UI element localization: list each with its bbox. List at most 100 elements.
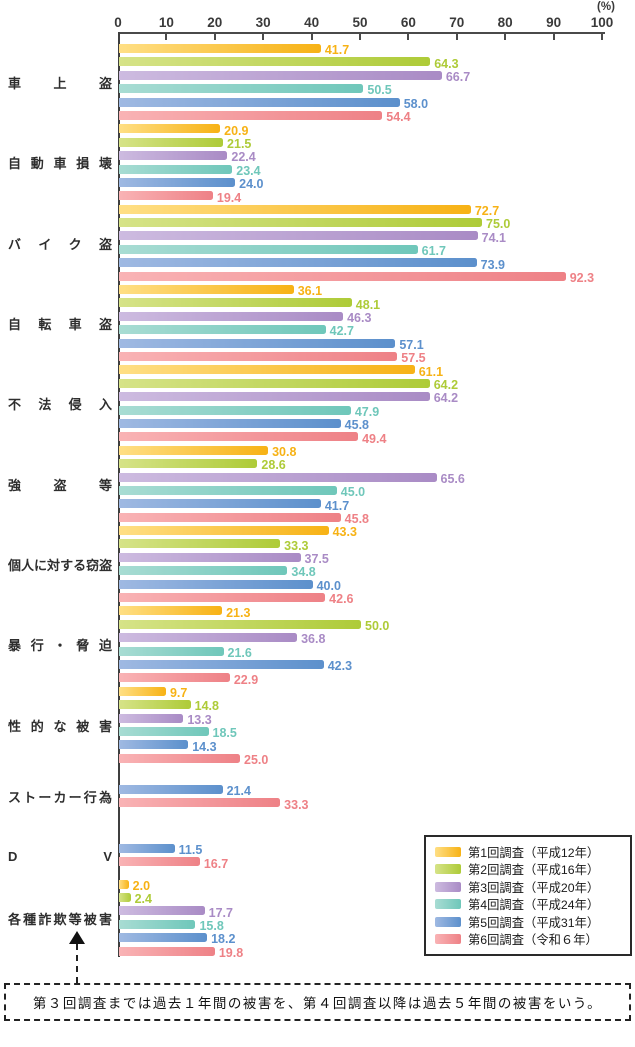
bar-stack: 11.5 16.7 [119, 843, 635, 871]
category-label-char: 各 [8, 911, 22, 927]
axis-tick-label: 80 [497, 15, 513, 30]
bar-value: 66.7 [445, 70, 471, 85]
bar-value: 22.4 [231, 150, 256, 165]
category-label-char: カ [53, 790, 67, 806]
bar [119, 432, 359, 442]
category-label: 各種詐欺等被害 [0, 911, 112, 927]
bar [119, 919, 196, 929]
bar-value: 24.0 [239, 177, 264, 192]
category-label-char: V [103, 849, 112, 865]
bar-row: 42.3 [119, 659, 635, 672]
bar-value: 14.8 [194, 699, 219, 714]
axis-tick [601, 34, 603, 40]
category-label-char: 損 [76, 156, 90, 172]
category-label-char: 盗 [99, 558, 113, 574]
bar-stack: 30.8 28.6 65.6 45.0 41.7 45.8 [119, 445, 635, 526]
bar [119, 151, 228, 161]
category-label-char: 詐 [38, 911, 52, 927]
bar [119, 879, 129, 889]
bar [119, 552, 301, 562]
legend-label: 第5回調査（平成31年） [468, 915, 600, 930]
bar-value: 57.1 [399, 337, 424, 352]
bar-value: 21.6 [227, 645, 252, 660]
bar [119, 798, 281, 808]
legend-swatch-icon [435, 899, 461, 910]
legend-swatch-icon [435, 881, 461, 892]
bar-row: 40.0 [119, 579, 635, 592]
axis-tick-label: 90 [546, 15, 562, 30]
bar-value: 61.7 [421, 244, 446, 259]
category-label-char: 侵 [68, 397, 82, 413]
bar-value: 57.5 [401, 351, 426, 366]
category-label-char: 法 [38, 397, 52, 413]
bar-value: 18.5 [212, 726, 237, 741]
bar-value: 58.0 [403, 96, 429, 111]
category-label: 自転車盗 [0, 317, 112, 332]
bar [119, 843, 175, 853]
bar-row: 92.3 [119, 271, 635, 284]
category-label-char: 迫 [98, 638, 112, 654]
axis-tick-label: 20 [207, 15, 223, 30]
axis-tick-label: 40 [304, 15, 320, 30]
category-label-char: 被 [76, 718, 90, 734]
category-label-char: に [34, 558, 48, 574]
bar [119, 606, 223, 616]
bar [119, 298, 352, 308]
category-group: 各種詐欺等被害 2.0 2.4 17.7 15.8 18.2 19.8 [0, 879, 635, 960]
legend: 第1回調査（平成12年） 第2回調査（平成16年） 第3回調査（平成20年） 第4回調… [424, 835, 632, 956]
bar-row: 47.9 [119, 405, 635, 418]
bar-row: 75.0 [119, 218, 635, 230]
category-label-char: 上 [53, 76, 67, 92]
axis-tick-label: 10 [158, 15, 174, 30]
bar-value: 20.9 [224, 123, 249, 138]
x-axis-line [118, 32, 605, 34]
bar-row: 57.1 [119, 338, 635, 351]
bar [119, 405, 351, 415]
category-label-char: 盗 [98, 236, 112, 252]
bar [119, 686, 166, 696]
bar-stack: 2.0 2.4 17.7 15.8 18.2 19.8 [119, 879, 635, 960]
category-group: ストーカー行為 21.4 33.3 [0, 785, 635, 812]
bar-value: 64.2 [433, 378, 459, 393]
category-label-char: 性 [8, 718, 22, 734]
bar [119, 893, 131, 903]
bar-value: 42.6 [329, 592, 354, 607]
bar-row: 41.7 [119, 44, 635, 56]
bar-row: 50.0 [119, 619, 635, 632]
note-arrow-line [76, 944, 78, 983]
bar-row: 72.7 [119, 204, 635, 217]
legend-label: 第4回調査（平成24年） [468, 898, 600, 913]
category-label-char: す [60, 558, 74, 574]
category-label-char: 不 [8, 397, 22, 413]
bar-value: 2.4 [134, 892, 152, 907]
bar [119, 110, 383, 120]
category-label-char: 等 [68, 911, 82, 927]
axis-tick-label: 50 [352, 15, 368, 30]
category-label-char: 人 [21, 558, 35, 574]
bar-row: 45.0 [119, 485, 635, 498]
legend-item: 第3回調査（平成20年） [435, 878, 621, 896]
category-label-char: 被 [83, 911, 97, 927]
bar-row: 20.9 [119, 124, 635, 137]
note-arrow-icon [69, 931, 85, 944]
bar-row: 42.6 [119, 593, 635, 605]
bar-row: 34.8 [119, 566, 635, 578]
bar [119, 857, 200, 867]
bar-row: 36.1 [119, 285, 635, 297]
axis-tick-label: 100 [590, 15, 614, 30]
category-label-char: 車 [53, 156, 67, 172]
bar-value: 19.8 [218, 945, 244, 960]
bar-row: 28.6 [119, 459, 635, 471]
category-group: 個人に対する窃盗 43.3 33.3 37.5 34.8 40.0 42.6 [0, 526, 635, 606]
axis-tick [407, 34, 410, 40]
category-label-char: 害 [98, 718, 112, 734]
category-label-char: 盗 [53, 477, 67, 493]
legend-label: 第3回調査（平成20年） [468, 880, 600, 895]
bar [119, 933, 208, 943]
bar-row: 46.3 [119, 311, 635, 324]
bar-value: 22.9 [233, 672, 259, 687]
legend-item: 第6回調査（令和６年） [435, 931, 621, 949]
category-group: 不法侵入 61.1 64.2 64.2 47.9 45.8 49.4 [0, 365, 635, 445]
bar [119, 311, 344, 321]
